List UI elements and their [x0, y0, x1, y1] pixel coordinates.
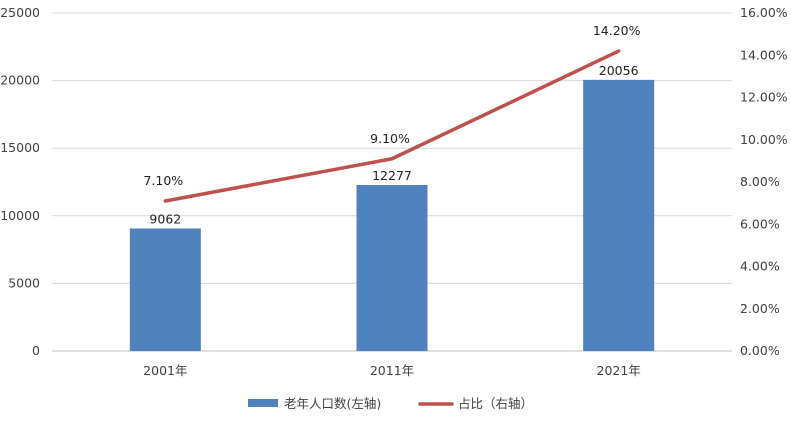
- x-tick-label: 2021年: [597, 363, 641, 378]
- x-axis: 2001年 2011年 2021年: [143, 363, 641, 378]
- left-tick-label: 5000: [8, 275, 40, 290]
- bar: [357, 185, 428, 351]
- legend-bar-swatch: [248, 399, 278, 407]
- left-tick-label: 0: [32, 343, 40, 358]
- bar-value-label: 20056: [599, 63, 639, 78]
- legend-bar-label: 老年人口数(左轴): [284, 396, 381, 411]
- bar-value-label: 9062: [149, 211, 181, 226]
- right-tick-label: 0.00%: [740, 343, 780, 358]
- left-tick-label: 15000: [0, 140, 40, 155]
- left-tick-label: 25000: [0, 5, 40, 20]
- right-tick-label: 4.00%: [740, 259, 780, 274]
- right-tick-label: 10.00%: [740, 132, 788, 147]
- right-y-axis: 0.00% 2.00% 4.00% 6.00% 8.00% 10.00% 12.00% 14.…: [740, 5, 788, 358]
- right-tick-label: 6.00%: [740, 216, 780, 231]
- right-tick-label: 12.00%: [740, 90, 788, 105]
- legend-line-label: 占比（右轴）: [458, 396, 533, 411]
- bar-value-label: 12277: [372, 168, 412, 183]
- x-tick-label: 2001年: [143, 363, 187, 378]
- x-tick-label: 2011年: [370, 363, 414, 378]
- left-y-axis: 0 5000 10000 15000 20000 25000: [0, 5, 40, 358]
- bar: [583, 80, 654, 351]
- left-tick-label: 20000: [0, 73, 40, 88]
- right-tick-label: 14.00%: [740, 47, 788, 62]
- right-tick-label: 8.00%: [740, 174, 780, 189]
- bar: [130, 228, 201, 351]
- legend: 老年人口数(左轴) 占比（右轴）: [248, 396, 533, 411]
- right-tick-label: 16.00%: [740, 5, 788, 20]
- left-tick-label: 10000: [0, 208, 40, 223]
- line-value-label: 7.10%: [143, 173, 183, 188]
- right-tick-label: 2.00%: [740, 301, 780, 316]
- line-value-label: 14.20%: [593, 23, 641, 38]
- line-value-label: 9.10%: [370, 131, 410, 146]
